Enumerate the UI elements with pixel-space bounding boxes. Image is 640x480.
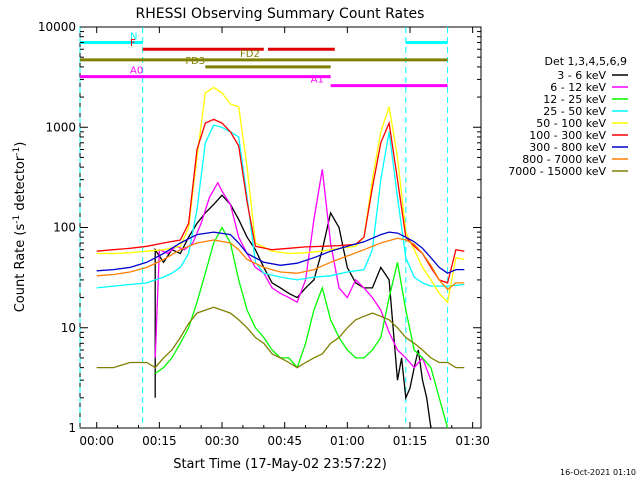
- series-line-7: [96, 237, 465, 291]
- series-line-0: [154, 194, 432, 429]
- series-line-2: [154, 226, 449, 429]
- mode-annotation-bars: NF FD2 FD3 A0 A1: [80, 32, 448, 88]
- x-tick-label: 00:30: [205, 434, 240, 448]
- x-tick-label: 01:30: [455, 434, 490, 448]
- x-axis-ticks: 00:00 00:15 00:30 00:45 01:00 01:15 01:30: [79, 27, 490, 448]
- series-line-5: [96, 118, 465, 284]
- y-tick-label: 100: [53, 221, 76, 235]
- x-tick-label: 00:15: [142, 434, 177, 448]
- legend-entry-label: 800 - 7000 keV: [522, 153, 606, 166]
- y-axis-ticks: 1 10 100 1000 10000: [38, 20, 481, 435]
- x-tick-label: 01:00: [330, 434, 365, 448]
- x-tick-label: 00:00: [79, 434, 114, 448]
- series-line-4: [96, 86, 465, 304]
- annotation-label-a1: A1: [311, 75, 324, 86]
- legend-entry-label: 12 - 25 keV: [543, 93, 606, 106]
- annotation-label-n: N: [130, 32, 137, 43]
- annotation-label-f: F: [130, 38, 136, 49]
- footer-date: 16-Oct-2021 01:10: [560, 468, 636, 477]
- legend-entry-label: 7000 - 15000 keV: [508, 165, 606, 178]
- annotation-label-a0: A0: [130, 66, 143, 77]
- chart-title: RHESSI Observing Summary Count Rates: [136, 6, 425, 22]
- series-line-8: [96, 306, 465, 369]
- legend-entry-label: 25 - 50 keV: [543, 105, 606, 118]
- legend-entry-label: 100 - 300 keV: [529, 129, 606, 142]
- y-axis-label: Count Rate (s-1 detector-1): [12, 142, 28, 313]
- series-line-1: [154, 169, 432, 381]
- series-line-3: [96, 124, 465, 289]
- x-tick-label: 01:15: [393, 434, 428, 448]
- annotation-label-fd3: FD3: [185, 56, 205, 67]
- x-tick-label: 00:45: [267, 434, 302, 448]
- y-tick-label: 10: [61, 321, 76, 335]
- y-tick-label: 1: [68, 421, 76, 435]
- legend-title: Det 1,3,4,5,6,9: [544, 55, 627, 68]
- legend-entry-label: 50 - 100 keV: [536, 117, 606, 130]
- legend-entry-label: 300 - 800 keV: [529, 141, 606, 154]
- legend-entry-label: 3 - 6 keV: [557, 69, 606, 82]
- y-tick-label: 1000: [45, 120, 76, 134]
- annotation-label-fd2: FD2: [240, 49, 260, 60]
- x-axis-label: Start Time (17-May-02 23:57:22): [173, 457, 387, 472]
- legend-entry-label: 6 - 12 keV: [550, 81, 606, 94]
- series-lines: [96, 86, 465, 429]
- series-line-6: [96, 231, 465, 274]
- y-tick-label: 10000: [38, 20, 76, 34]
